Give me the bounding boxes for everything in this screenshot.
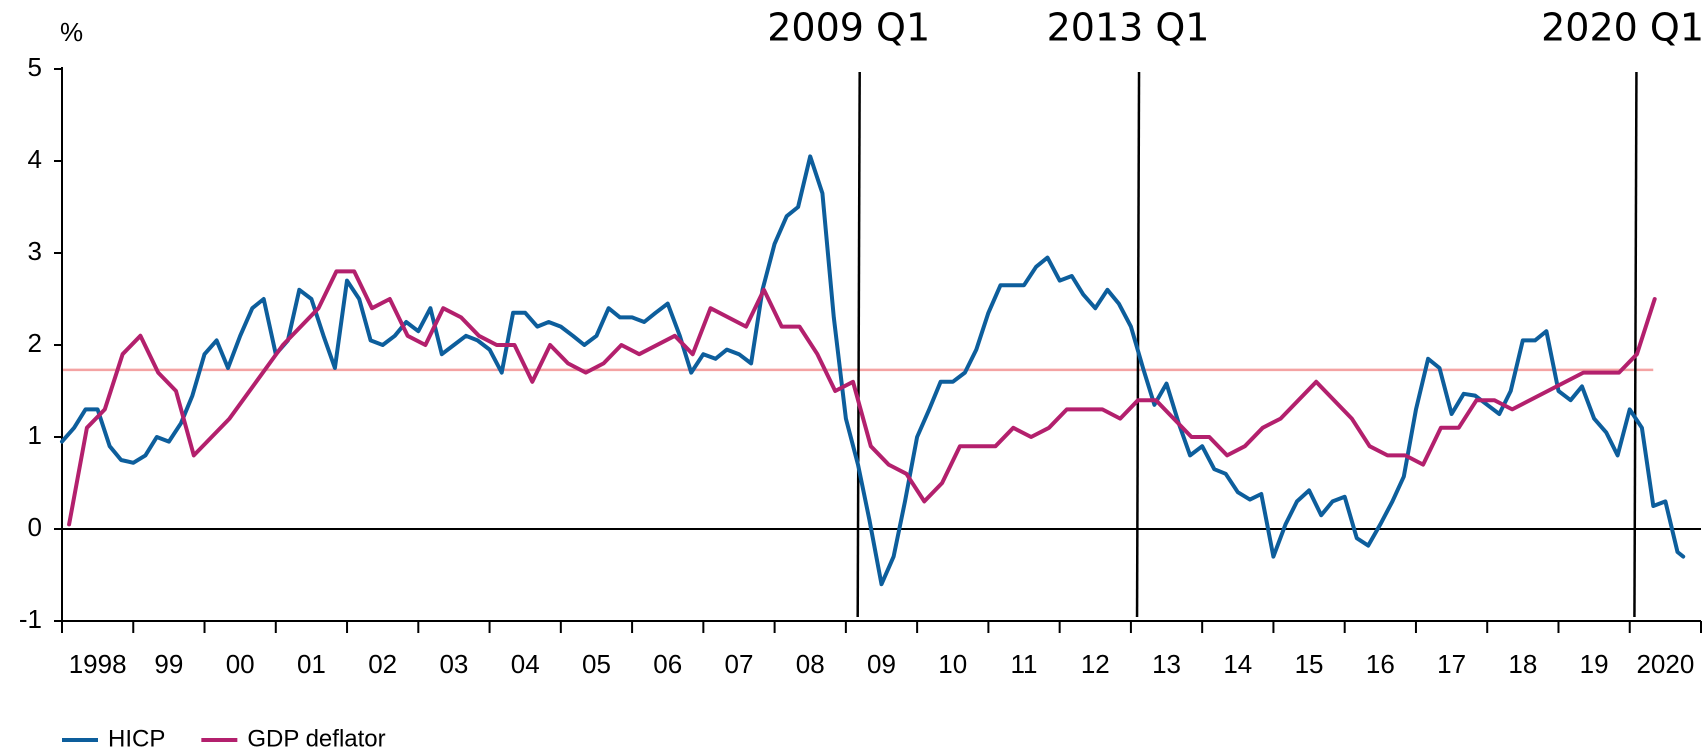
x-tick-label: 12 (1081, 649, 1110, 679)
x-tick-label: 01 (297, 649, 326, 679)
y-tick-label: 5 (28, 52, 42, 82)
x-tick-label: 15 (1295, 649, 1324, 679)
y-tick-label: -1 (19, 604, 42, 634)
annotation-line (856, 71, 861, 618)
x-tick-label: 10 (938, 649, 967, 679)
x-tick-label: 13 (1152, 649, 1181, 679)
y-unit-label: % (60, 17, 83, 47)
x-tick-label: 99 (154, 649, 183, 679)
annotation-line (1633, 71, 1638, 618)
x-tick-label: 08 (796, 649, 825, 679)
x-tick-label: 19 (1580, 649, 1609, 679)
x-tick-label: 18 (1508, 649, 1537, 679)
legend-label: GDP deflator (247, 725, 385, 752)
annotation-label: 2013 Q1 (1047, 6, 1210, 50)
legend-label: HICP (108, 725, 165, 752)
annotation-label: 2009 Q1 (767, 6, 930, 50)
y-tick-label: 4 (28, 144, 42, 174)
y-tick-label: 1 (28, 420, 42, 450)
line-series (67, 269, 1657, 527)
x-tick-label: 03 (439, 649, 468, 679)
x-tick-label: 09 (867, 649, 896, 679)
x-tick-label: 11 (1011, 649, 1038, 679)
line-series (60, 154, 1686, 587)
x-tick-label: 1998 (69, 649, 127, 679)
y-tick-label: 0 (28, 512, 42, 542)
x-tick-label: 07 (725, 649, 754, 679)
x-tick-label: 04 (511, 649, 540, 679)
annotation-label: 2020 Q1 (1541, 6, 1704, 50)
x-tick-label: 16 (1366, 649, 1395, 679)
y-tick-label: 2 (28, 328, 42, 358)
x-tick-label: 02 (368, 649, 397, 679)
x-tick-label: 17 (1437, 649, 1466, 679)
x-tick-label: 00 (226, 649, 255, 679)
x-tick-label: 2020 (1636, 649, 1694, 679)
x-tick-label: 06 (653, 649, 682, 679)
y-tick-label: 3 (28, 236, 42, 266)
x-tick-label: 14 (1223, 649, 1252, 679)
x-tick-label: 05 (582, 649, 611, 679)
